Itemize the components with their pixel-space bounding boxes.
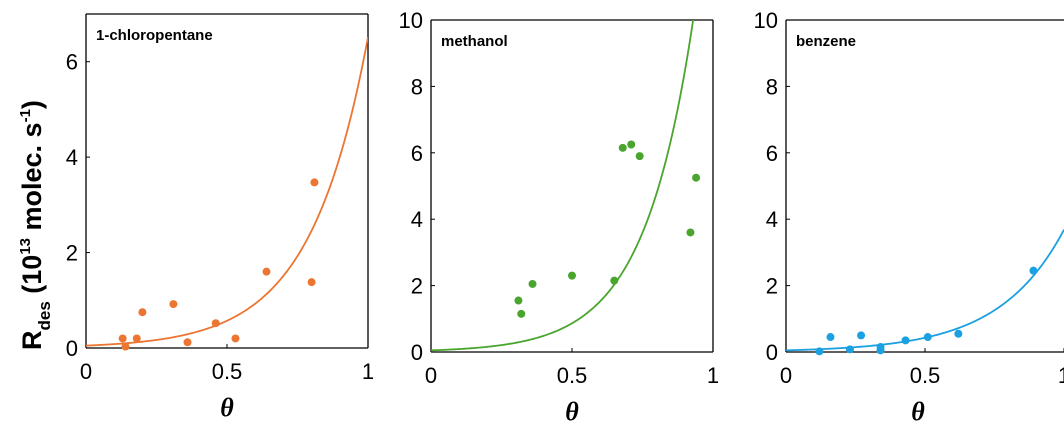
data-point [826,333,835,342]
panel-label: 1-chloropentane [96,27,213,44]
y-tick-label: 0 [411,340,423,365]
y-tick-label: 8 [411,74,423,99]
x-axis-label: θ [220,393,234,422]
data-point [627,140,636,149]
data-point [901,336,910,345]
y-tick-label: 10 [399,8,423,33]
data-point [686,228,695,237]
data-point [876,343,885,352]
x-tick-label: 1 [362,359,374,384]
y-tick-label: 8 [766,74,778,99]
x-tick-label: 0 [80,359,92,384]
x-tick-label: 0 [780,363,792,388]
data-point [169,300,178,309]
data-point [121,342,130,351]
data-point [692,173,701,182]
y-tick-label: 4 [411,207,423,232]
data-point [1029,266,1038,275]
data-point [954,329,963,338]
data-point [183,338,192,347]
data-point [568,271,576,280]
y-tick-label: 10 [754,8,778,33]
data-point [118,334,127,343]
y-tick-label: 0 [766,340,778,365]
y-tick-label: 2 [411,274,423,299]
data-point [618,143,627,152]
panel-benzene: 00.510246810θbenzene [754,8,1064,425]
data-point [815,347,824,356]
data-point [528,279,537,288]
fit-curve [431,20,695,352]
x-axis-label: θ [911,397,925,425]
x-tick-label: 0.5 [212,359,243,384]
data-point [517,309,526,318]
data-point [138,308,147,317]
data-point [310,178,319,187]
data-point [923,333,932,342]
x-tick-label: 0 [425,363,437,388]
data-point [231,334,240,343]
fit-curve [86,36,368,347]
y-axis-label: Rdes (1013 molec. s-1) [17,100,54,350]
y-tick-label: 4 [66,145,78,170]
data-point [307,278,316,287]
data-point [514,296,523,305]
x-tick-label: 0.5 [910,363,941,388]
x-tick-label: 0.5 [557,363,588,388]
data-point [635,152,644,161]
data-point [132,334,141,343]
fit-curve [786,229,1064,352]
y-tick-label: 2 [766,274,778,299]
x-tick-label: 1 [1058,363,1064,388]
y-tick-label: 6 [411,141,423,166]
data-point [610,276,619,285]
y-tick-label: 2 [66,241,78,266]
y-tick-label: 0 [66,336,78,361]
panel-label: methanol [441,33,508,50]
data-point [262,267,271,276]
panel-label: benzene [796,33,856,50]
y-tick-label: 6 [66,50,78,75]
x-axis-label: θ [565,397,579,425]
panel-1-chloropentane: 0 0.5 1 0 2 4 6 θ 1-chloropentane [66,13,374,422]
data-point [211,319,220,328]
y-tick-label: 6 [766,141,778,166]
y-tick-label: 4 [766,207,778,232]
x-tick-label: 1 [707,363,719,388]
data-point [845,345,854,354]
data-point [857,331,866,340]
